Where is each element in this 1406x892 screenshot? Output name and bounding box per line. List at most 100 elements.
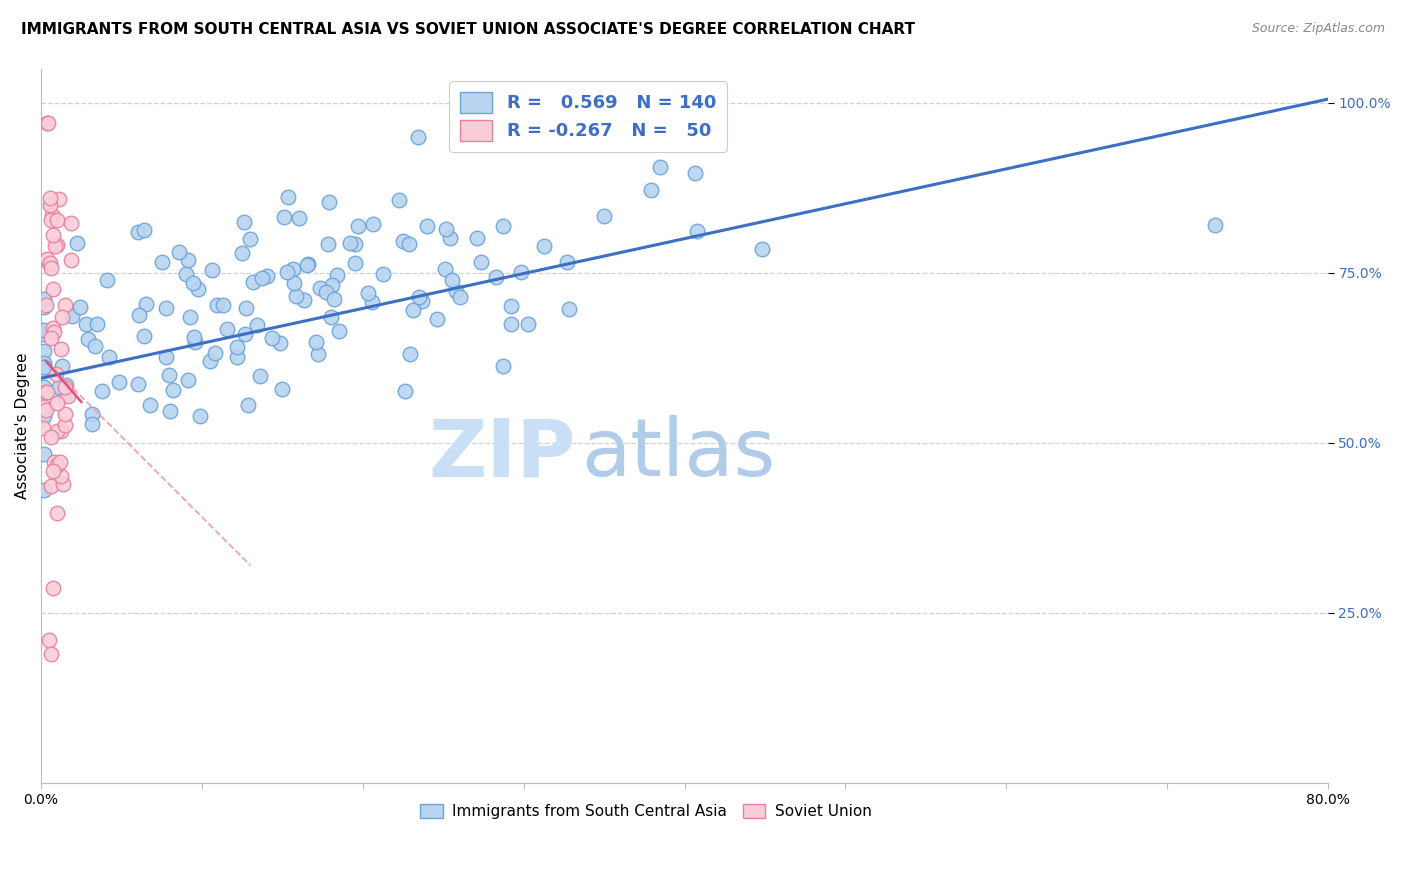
Point	[285, 289, 308, 303]
Point	[46, 458, 69, 473]
Point	[305, 334, 328, 349]
Point	[34, 292, 56, 306]
Point	[39, 647, 62, 661]
Point	[98, 350, 121, 364]
Point	[252, 271, 274, 285]
Point	[408, 290, 430, 304]
Point	[184, 334, 207, 349]
Point	[510, 265, 533, 279]
Point	[492, 219, 515, 233]
Point	[132, 329, 155, 343]
Point	[107, 375, 129, 389]
Point	[53, 389, 76, 403]
Point	[592, 209, 614, 223]
Point	[262, 330, 284, 344]
Point	[235, 301, 257, 315]
Point	[34, 409, 56, 423]
Point	[45, 396, 67, 410]
Point	[1204, 218, 1226, 232]
Point	[39, 479, 62, 493]
Point	[238, 398, 260, 412]
Point	[426, 311, 449, 326]
Point	[439, 230, 461, 244]
Point	[392, 234, 415, 248]
Point	[32, 400, 55, 414]
Point	[49, 468, 72, 483]
Point	[38, 633, 60, 648]
Point	[277, 190, 299, 204]
Point	[434, 222, 457, 236]
Point	[226, 351, 249, 365]
Point	[76, 332, 98, 346]
Point	[128, 308, 150, 322]
Point	[135, 297, 157, 311]
Point	[183, 330, 205, 344]
Point	[394, 384, 416, 399]
Point	[347, 219, 370, 233]
Point	[239, 232, 262, 246]
Point	[34, 344, 56, 359]
Point	[38, 256, 60, 270]
Point	[34, 359, 56, 373]
Point	[41, 208, 63, 222]
Point	[650, 160, 672, 174]
Point	[294, 293, 316, 308]
Point	[288, 211, 311, 226]
Point	[449, 290, 471, 304]
Point	[55, 377, 77, 392]
Point	[162, 383, 184, 397]
Point	[34, 380, 56, 394]
Point	[281, 262, 304, 277]
Point	[465, 230, 488, 244]
Point	[343, 256, 366, 270]
Point	[48, 380, 70, 394]
Point	[44, 239, 66, 253]
Point	[683, 166, 706, 180]
Text: atlas: atlas	[582, 416, 776, 493]
Y-axis label: Associate's Degree: Associate's Degree	[15, 352, 30, 499]
Point	[34, 447, 56, 461]
Point	[91, 384, 114, 398]
Point	[34, 359, 56, 374]
Point	[34, 385, 56, 400]
Point	[52, 476, 75, 491]
Point	[371, 268, 394, 282]
Point	[176, 373, 198, 387]
Point	[297, 257, 319, 271]
Point	[53, 298, 76, 312]
Point	[34, 483, 56, 498]
Point	[249, 369, 271, 384]
Point	[204, 346, 226, 360]
Text: IMMIGRANTS FROM SOUTH CENTRAL ASIA VS SOVIET UNION ASSOCIATE'S DEGREE CORRELATIO: IMMIGRANTS FROM SOUTH CENTRAL ASIA VS SO…	[21, 22, 915, 37]
Point	[246, 318, 269, 332]
Point	[470, 254, 492, 268]
Text: ZIP: ZIP	[427, 416, 575, 493]
Point	[80, 417, 103, 431]
Point	[492, 359, 515, 373]
Point	[45, 424, 67, 438]
Point	[127, 376, 149, 391]
Point	[39, 198, 62, 212]
Point	[176, 267, 198, 281]
Point	[215, 322, 238, 336]
Point	[35, 384, 58, 399]
Point	[402, 302, 425, 317]
Point	[139, 398, 162, 412]
Point	[44, 326, 66, 340]
Point	[34, 300, 56, 314]
Legend: Immigrants from South Central Asia, Soviet Union: Immigrants from South Central Asia, Sovi…	[415, 797, 877, 825]
Point	[59, 216, 82, 230]
Point	[433, 262, 456, 277]
Point	[231, 246, 253, 260]
Point	[39, 261, 62, 276]
Point	[66, 235, 89, 250]
Point	[357, 285, 380, 300]
Point	[45, 506, 67, 520]
Point	[39, 212, 62, 227]
Point	[276, 265, 298, 279]
Point	[283, 277, 305, 291]
Point	[34, 323, 56, 337]
Point	[269, 336, 291, 351]
Point	[53, 407, 76, 421]
Point	[159, 403, 181, 417]
